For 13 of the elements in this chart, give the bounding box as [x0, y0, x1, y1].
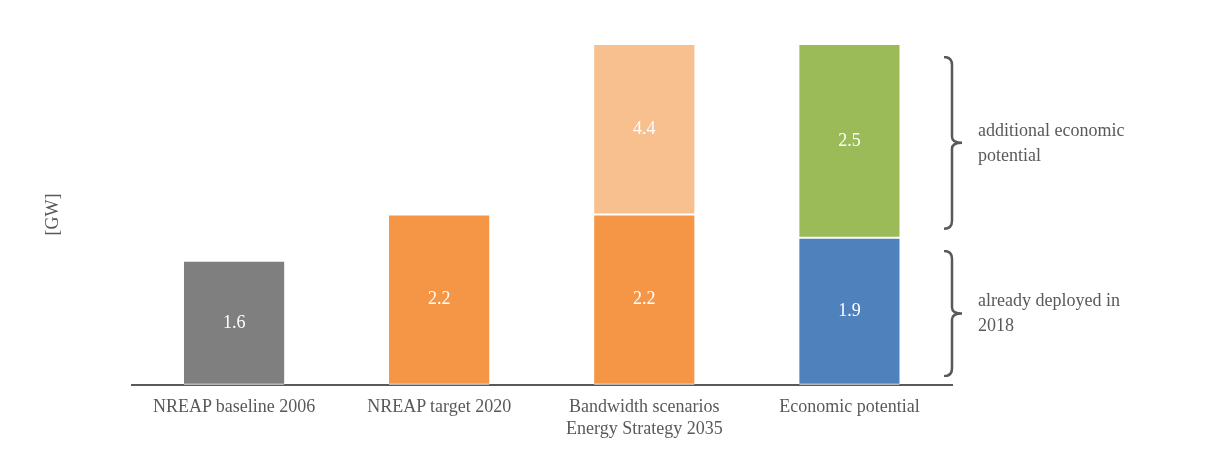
y-axis-title: [GW]: [41, 193, 62, 236]
annotation: 4.4: [633, 117, 656, 138]
data-label: 2.5: [838, 129, 861, 150]
x-tick-label: NREAP baseline 2006: [152, 396, 316, 417]
data-label: 2.2: [633, 288, 656, 309]
text: already deployed in 2018: [978, 289, 1121, 338]
data-label: 1.9: [838, 299, 861, 320]
text: additional economic potential: [978, 118, 1126, 167]
x-tick-label: Bandwidth scenarios Energy Strategy 2035: [566, 396, 723, 438]
data-label: 2.2: [428, 288, 451, 309]
x-tick-label: NREAP target 2020: [367, 396, 512, 417]
x-tick-label: Economic potential: [779, 396, 920, 417]
data-label: 1.6: [222, 311, 246, 332]
